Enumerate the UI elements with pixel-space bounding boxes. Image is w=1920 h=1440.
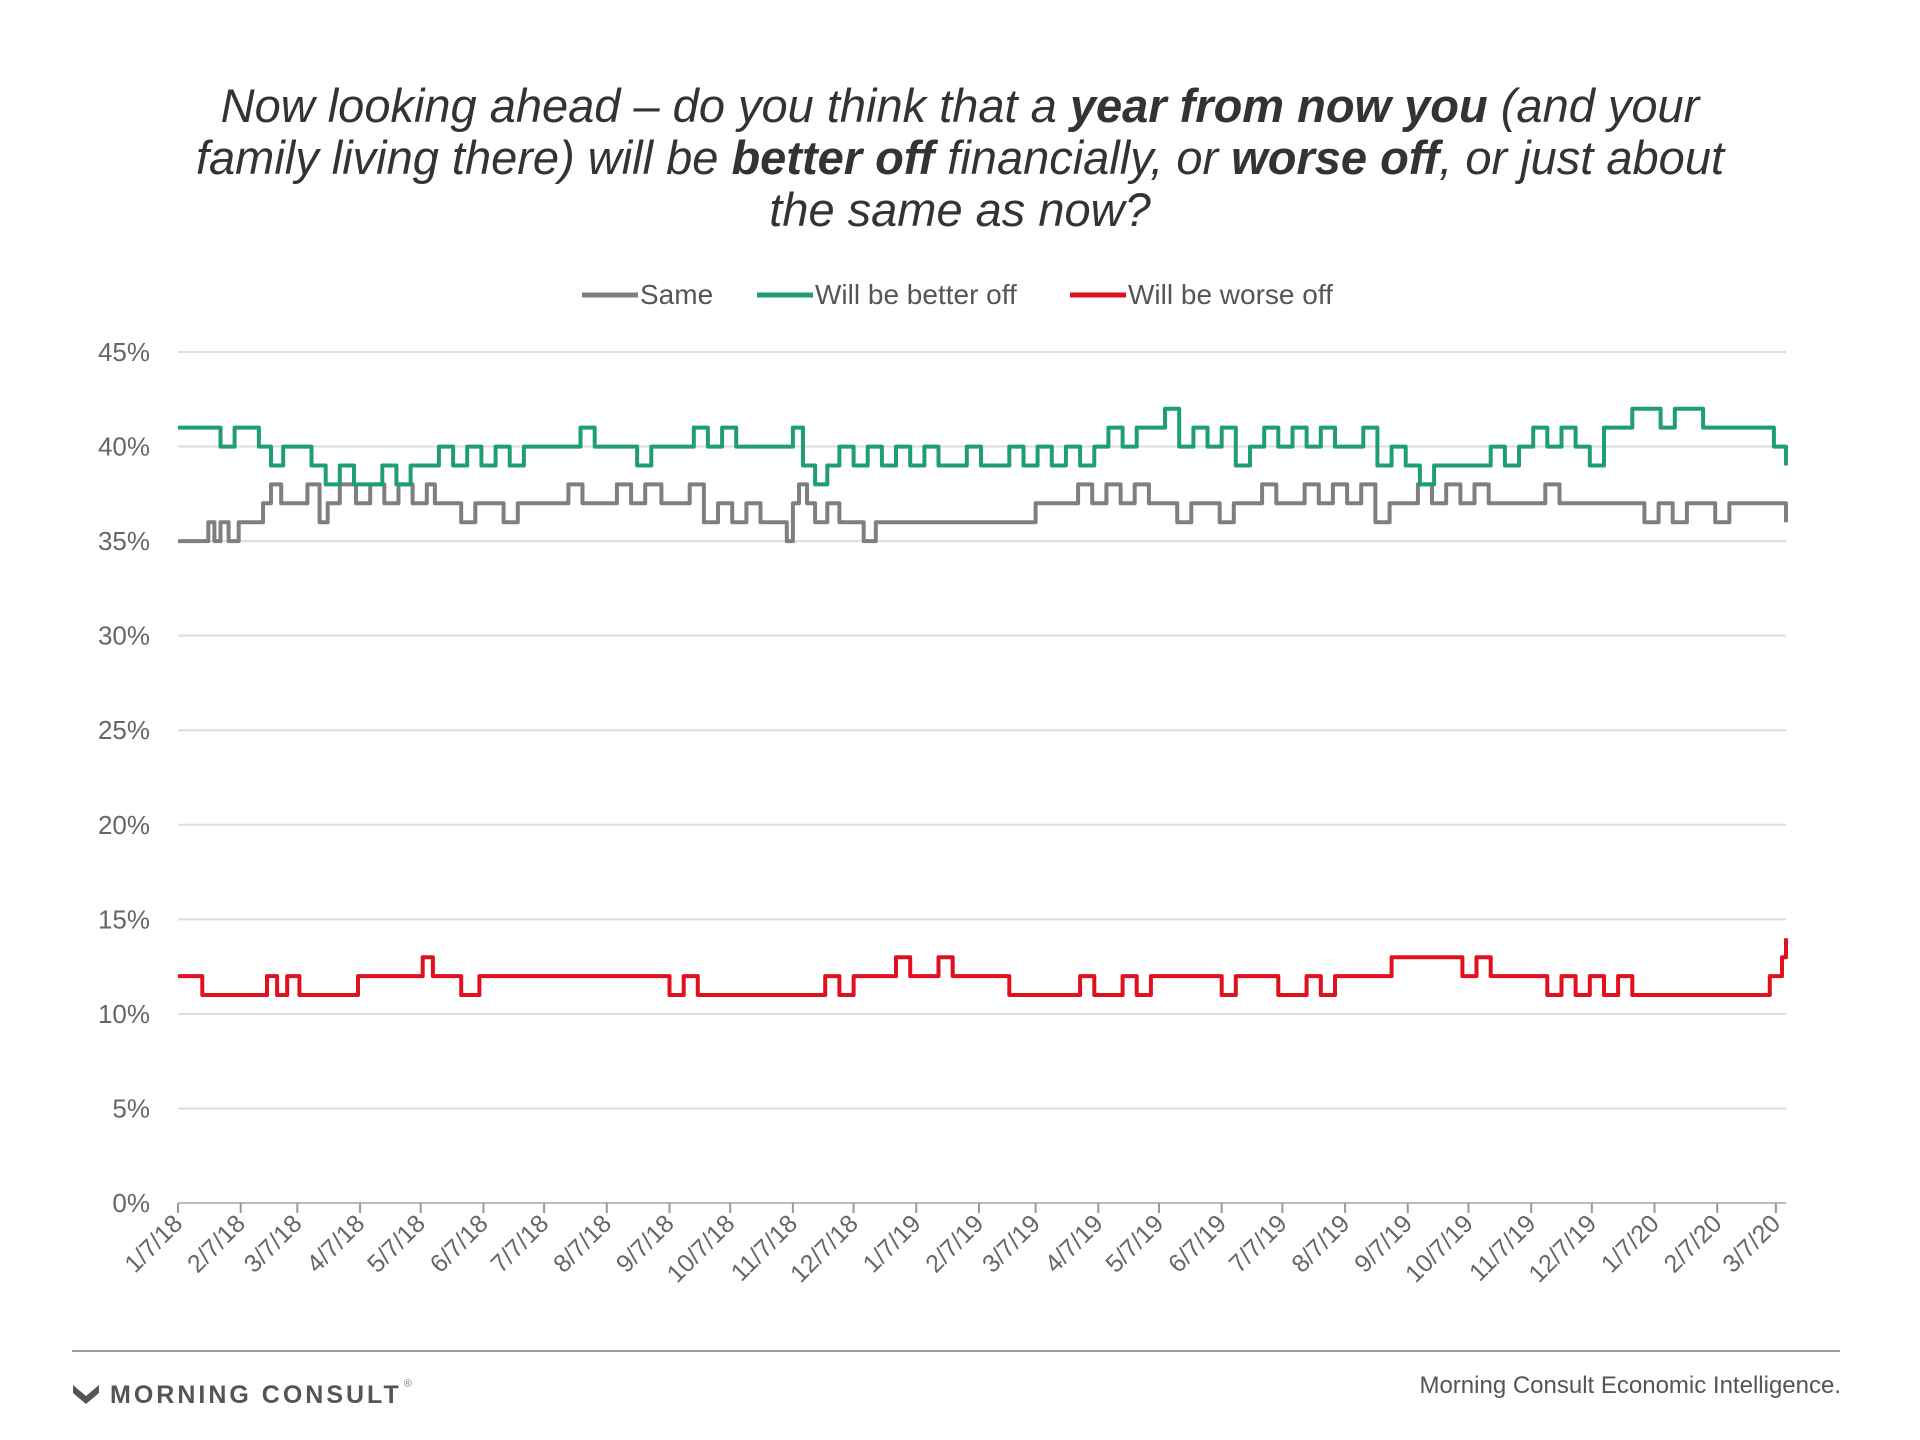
y-tick-label: 5% xyxy=(112,1093,150,1123)
x-tick-label: 1/7/18 xyxy=(119,1209,188,1278)
x-tick-label: 3/7/19 xyxy=(977,1209,1046,1278)
x-tick-label: 4/7/18 xyxy=(301,1209,370,1278)
y-tick-label: 0% xyxy=(112,1188,150,1218)
title-segment: year from now you xyxy=(1069,79,1488,132)
x-tick-label: 12/7/18 xyxy=(785,1209,864,1288)
x-tick-label: 4/7/19 xyxy=(1040,1209,1109,1278)
x-tick-label: 12/7/19 xyxy=(1523,1209,1602,1288)
footer-divider xyxy=(72,1350,1840,1352)
chart-title: Now looking ahead – do you think that a … xyxy=(160,80,1760,236)
x-tick-label: 10/7/19 xyxy=(1400,1209,1479,1288)
x-tick-label: 1/7/19 xyxy=(858,1209,927,1278)
x-tick-label: 5/7/19 xyxy=(1100,1209,1169,1278)
legend-label: Will be worse off xyxy=(1128,279,1333,310)
y-tick-label: 25% xyxy=(98,715,150,745)
x-tick-label: 5/7/18 xyxy=(362,1209,431,1278)
x-tick-label: 6/7/19 xyxy=(1163,1209,1232,1278)
x-tick-label: 8/7/19 xyxy=(1286,1209,1355,1278)
x-tick-label: 3/7/18 xyxy=(239,1209,308,1278)
x-tick-label: 6/7/18 xyxy=(425,1209,494,1278)
title-segment: better off xyxy=(731,131,935,184)
x-tick-label: 2/7/19 xyxy=(920,1209,989,1278)
y-tick-label: 35% xyxy=(98,526,150,556)
y-tick-label: 40% xyxy=(98,432,150,462)
y-tick-label: 15% xyxy=(98,904,150,934)
y-tick-label: 20% xyxy=(98,810,150,840)
brand-name: MORNING CONSULT xyxy=(110,1380,402,1409)
x-tick-label: 2/7/20 xyxy=(1659,1209,1728,1278)
series-line-1 xyxy=(178,406,1788,487)
series-line-0 xyxy=(178,482,1788,544)
x-tick-label: 8/7/18 xyxy=(548,1209,617,1278)
legend-label: Will be better off xyxy=(815,279,1017,310)
series-lines xyxy=(178,406,1788,997)
chart-svg: 0%5%10%15%20%25%30%35%40%45% 1/7/182/7/1… xyxy=(98,279,1788,1288)
title-segment: Now looking ahead – do you think that a xyxy=(220,79,1070,132)
title-segment: worse off xyxy=(1231,131,1440,184)
morning-consult-logo-icon xyxy=(73,1385,99,1404)
title-segment: , or just about the same as now? xyxy=(769,131,1725,236)
x-tick-label: 7/7/18 xyxy=(485,1209,554,1278)
x-tick-label: 10/7/18 xyxy=(662,1209,741,1288)
x-tick-label: 7/7/19 xyxy=(1224,1209,1293,1278)
y-axis-ticks: 0% 5% 10% 15% 20% 25% 30% 35% 40% 45% xyxy=(98,337,150,1218)
source-note: Morning Consult Economic Intelligence. xyxy=(1419,1372,1841,1399)
y-tick-label: 10% xyxy=(98,999,150,1029)
x-tick-label: 3/7/20 xyxy=(1717,1209,1786,1278)
title-segment: financially, or xyxy=(934,131,1232,184)
x-tick-label: 1/7/20 xyxy=(1596,1209,1665,1278)
y-tick-label: 30% xyxy=(98,621,150,651)
title-segment: (and your family living there) will be xyxy=(195,79,1700,184)
series-line-2 xyxy=(178,938,1788,997)
x-axis: 1/7/182/7/183/7/184/7/185/7/186/7/187/7/… xyxy=(119,1202,1786,1288)
brand-logo: MORNING CONSULT ® xyxy=(72,1378,412,1412)
x-tick-label: 2/7/18 xyxy=(182,1209,251,1278)
y-tick-label: 45% xyxy=(98,337,150,367)
registered-mark: ® xyxy=(403,1378,412,1390)
legend-label: Same xyxy=(640,279,713,310)
legend: Same Will be better off Will be worse off xyxy=(582,279,1333,310)
